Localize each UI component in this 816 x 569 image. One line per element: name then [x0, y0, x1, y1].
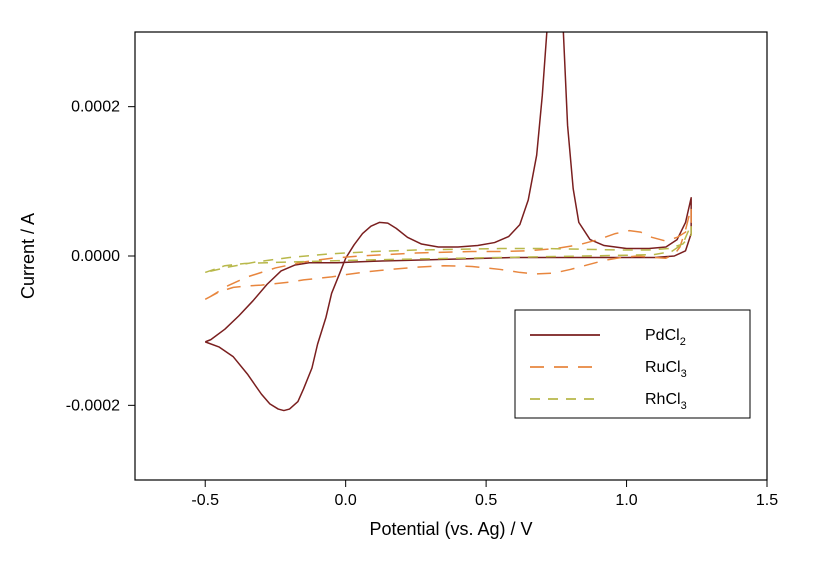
- x-tick-label: 1.5: [756, 492, 778, 509]
- x-tick-label: 0.5: [475, 492, 497, 509]
- x-tick-label: 1.0: [615, 492, 637, 509]
- y-tick-label: -0.0002: [66, 397, 120, 414]
- cv-chart-container: { "chart": { "type": "line", "width": 81…: [0, 0, 816, 569]
- chart-background: [0, 0, 816, 569]
- y-tick-label: 0.0002: [71, 99, 120, 116]
- x-tick-label: 0.0: [335, 492, 357, 509]
- x-tick-label: -0.5: [191, 492, 219, 509]
- x-axis-label: Potential (vs. Ag) / V: [369, 519, 532, 539]
- y-tick-label: 0.0000: [71, 248, 120, 265]
- cv-chart-svg: -0.5 0.0 0.5 1.0 1.5 -0.0002 0.0000 0.0002 Poten…: [0, 0, 816, 569]
- y-axis-label: Current / A: [18, 213, 38, 299]
